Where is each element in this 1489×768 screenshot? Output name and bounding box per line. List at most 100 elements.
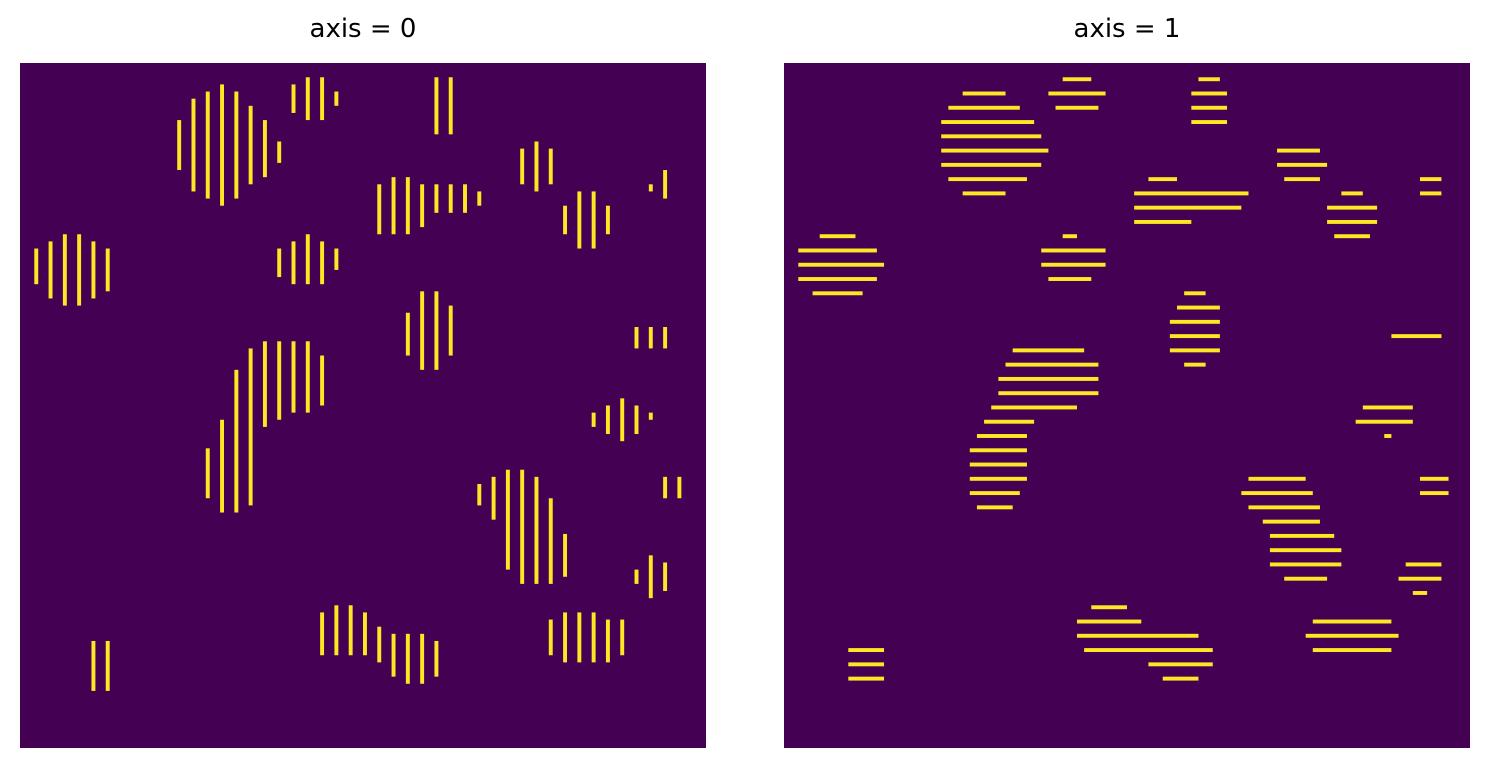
heatmap-cell-run — [405, 312, 410, 356]
heatmap-cell-run — [798, 248, 877, 253]
heatmap-cell-run — [1327, 219, 1378, 224]
heatmap-cell-run — [1198, 77, 1220, 82]
heatmap-cell-run — [1177, 305, 1220, 310]
heatmap-cell-run — [1076, 619, 1142, 624]
heatmap-cell-run — [941, 162, 1042, 167]
heatmap-cell-run — [1362, 405, 1413, 410]
heatmap-cell-run — [405, 177, 410, 235]
heatmap-cell-run — [663, 170, 668, 199]
heatmap-cell-run — [591, 412, 596, 427]
heatmap-cell-run — [969, 448, 1027, 453]
heatmap-cell-run — [1312, 619, 1392, 624]
heatmap-cell-run — [434, 640, 439, 677]
heatmap-cell-run — [1277, 148, 1320, 153]
heatmap-cell-run — [505, 469, 510, 570]
heatmap-cell-run — [1184, 362, 1206, 367]
heatmap-cell-run — [1277, 162, 1328, 167]
heatmap-cell-run — [1269, 562, 1342, 567]
heatmap-cell-run — [620, 398, 625, 442]
heatmap-cell-run — [648, 555, 653, 599]
heatmap-cell-run — [976, 434, 1027, 438]
heatmap-cell-run — [577, 191, 582, 249]
heatmap-cell-run — [1005, 362, 1099, 367]
heatmap-cell-run — [1241, 491, 1313, 496]
heatmap-cell-run — [1327, 205, 1378, 210]
heatmap-cell-run — [334, 248, 339, 270]
heatmap-cell-run — [1269, 548, 1342, 553]
heatmap-cell-run — [291, 84, 296, 113]
heatmap-cell-run — [1269, 533, 1335, 538]
heatmap-cell-run — [1169, 319, 1220, 324]
heatmap-cell-run — [1134, 219, 1192, 224]
heatmap-cell-run — [1134, 191, 1249, 196]
heatmap-cell-run — [1012, 348, 1085, 353]
heatmap-cell-run — [1262, 519, 1320, 524]
heatmap-cell-run — [320, 355, 325, 406]
heatmap-cell-run — [1191, 105, 1228, 110]
heatmap-cell-run — [1419, 491, 1449, 496]
heatmap-cell-run — [334, 91, 339, 106]
heatmap-cell-run — [819, 234, 856, 239]
heatmap-cell-run — [969, 476, 1027, 481]
heatmap-cell-run — [848, 648, 885, 653]
heatmap-cell-run — [962, 91, 1006, 96]
heatmap-cell-run — [563, 205, 568, 235]
chart-title-axis-0: axis = 0 — [309, 14, 417, 44]
heatmap-cell-run — [663, 562, 668, 592]
heatmap-cell-run — [205, 448, 210, 499]
heatmap-cell-run — [848, 662, 885, 667]
heatmap-svg-axis-0 — [20, 63, 706, 748]
heatmap-cell-run — [105, 248, 110, 292]
heatmap-cell-run — [1076, 633, 1199, 638]
heatmap-cell-run — [1084, 648, 1213, 653]
heatmap-cell-run — [391, 177, 396, 235]
heatmap-cell-run — [1355, 419, 1413, 424]
heatmap-cell-run — [177, 120, 182, 171]
heatmap-cell-run — [1048, 91, 1106, 96]
heatmap-cell-run — [941, 120, 1035, 124]
heatmap-cell-run — [1048, 277, 1092, 281]
heatmap-cell-run — [1284, 576, 1328, 581]
heatmap-cell-run — [405, 633, 410, 684]
heatmap-cell-run — [305, 234, 310, 285]
heatmap-cell-run — [1334, 234, 1370, 239]
heatmap-cell-run — [591, 612, 596, 663]
heatmap-cell-run — [320, 612, 325, 656]
heatmap-cell-run — [448, 184, 453, 213]
heatmap-cell-run — [48, 241, 53, 299]
heatmap-cell-run — [548, 619, 553, 656]
heatmap-cell-run — [348, 605, 353, 656]
heatmap-cell-run — [1419, 191, 1442, 196]
heatmap-cell-run — [1169, 334, 1220, 339]
heatmap-cell-run — [848, 676, 885, 681]
heatmap-cell-run — [320, 241, 325, 285]
heatmap-cell-run — [1191, 120, 1228, 124]
heatmap-cell-run — [491, 476, 496, 520]
heatmap-cell-run — [1134, 205, 1242, 210]
heatmap-cell-run — [534, 141, 539, 192]
heatmap-cell-run — [334, 605, 339, 656]
heatmap-cell-run — [191, 98, 196, 192]
heatmap-cell-run — [234, 91, 239, 199]
heatmap-cell-run — [605, 205, 610, 235]
heatmap-cell-run — [277, 141, 282, 163]
heatmap-cell-run — [262, 120, 267, 178]
heatmap-cell-run — [798, 262, 885, 267]
heatmap-cell-run — [291, 341, 296, 413]
heatmap-cell-run — [812, 291, 863, 296]
heatmap-cell-run — [591, 191, 596, 249]
heatmap-cell-run — [605, 405, 610, 435]
heatmap-cell-run — [291, 241, 296, 285]
heatmap-cell-run — [998, 376, 1099, 381]
heatmap-cell-run — [663, 327, 668, 349]
heatmap-cell-run — [363, 612, 367, 656]
heatmap-panel-axis-0 — [20, 63, 706, 748]
heatmap-cell-run — [1191, 91, 1228, 96]
heatmap-cell-run — [220, 419, 225, 513]
heatmap-cell-run — [798, 277, 877, 281]
heatmap-svg-axis-1 — [784, 63, 1470, 748]
heatmap-cell-run — [1419, 177, 1442, 182]
heatmap-cell-run — [420, 291, 425, 370]
chart-title-axis-1: axis = 1 — [1073, 14, 1181, 44]
heatmap-cell-run — [248, 105, 253, 185]
